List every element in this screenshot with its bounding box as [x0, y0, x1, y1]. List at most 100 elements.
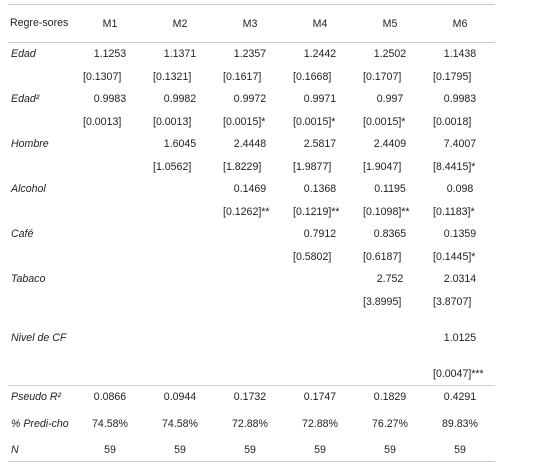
se-cell — [75, 201, 145, 223]
se-cell: [0.1098]** — [363, 205, 410, 218]
stat-cell: 0.0944 — [145, 385, 215, 409]
se-cell — [75, 156, 145, 178]
se-cell — [145, 364, 215, 386]
coef-cell — [75, 133, 145, 156]
coef-cell: 0.9971 — [303, 93, 337, 105]
coef-row-alcohol: Alcohol 0.1469 0.1368 0.1195 0.098 — [8, 178, 495, 201]
row-label: Edad — [11, 48, 36, 61]
coef-cell: 0.098 — [446, 183, 474, 195]
coef-cell: 1.1253 — [93, 48, 127, 61]
coef-cell: 1.1371 — [163, 48, 197, 61]
coef-row-nivel-cf: Nivel de CF 1.0125 — [8, 313, 495, 364]
coef-cell: 0.1368 — [303, 183, 337, 195]
se-row-edad2: [0.0013] [0.0013] [0.0015]* [0.0015]* [0… — [8, 111, 495, 133]
se-row-alcohol: [0.1262]** [0.1219]** [0.1098]** [0.1183… — [8, 201, 495, 223]
se-cell — [355, 364, 425, 386]
stat-cell: 89.83% — [442, 417, 478, 430]
coef-row-hombre: Hombre 1.6045 2.4448 2.5817 2.4409 7.400… — [8, 133, 495, 156]
coef-cell: 0.1195 — [374, 183, 406, 195]
se-cell — [215, 246, 285, 268]
se-cell: [1.9877] — [293, 160, 332, 173]
coef-cell: 2.752 — [376, 273, 404, 285]
coef-cell: 0.9982 — [163, 93, 197, 105]
se-cell — [285, 291, 355, 313]
se-cell — [215, 291, 285, 313]
coef-cell — [145, 178, 215, 201]
row-label: Nivel de CF — [11, 332, 67, 344]
stat-cell: 72.88% — [232, 417, 268, 430]
coef-cell — [75, 223, 145, 246]
se-cell: [8.4415]* — [433, 160, 476, 173]
coef-cell: 1.2502 — [373, 48, 407, 61]
se-cell — [145, 291, 215, 313]
se-cell: [3.8707] — [433, 295, 472, 308]
coef-cell — [145, 223, 215, 246]
stat-cell: 59 — [425, 438, 495, 462]
header-m4: M4 — [312, 17, 328, 30]
coef-cell — [215, 313, 285, 364]
stat-cell: 0.1732 — [215, 385, 285, 409]
se-cell: [0.0018] — [433, 115, 472, 128]
header-m2: M2 — [172, 17, 188, 30]
coef-cell — [215, 223, 285, 246]
coef-cell: 1.2357 — [233, 48, 267, 61]
coef-cell — [285, 268, 355, 291]
coef-cell: 1.6045 — [163, 138, 197, 150]
stat-row-pct-predicho: % Predi-cho 74.58% 74.58% 72.88% 72.88% … — [8, 409, 495, 439]
coef-cell — [215, 268, 285, 291]
row-label: Tabaco — [11, 273, 46, 285]
coef-cell — [75, 178, 145, 201]
se-cell — [75, 291, 145, 313]
se-cell: [0.5802] — [293, 250, 332, 263]
se-cell: [0.1219]** — [293, 205, 340, 218]
se-cell: [0.0013] — [153, 115, 192, 128]
coef-cell: 1.1438 — [443, 48, 477, 61]
coef-cell: 2.4448 — [233, 138, 267, 150]
se-cell — [145, 246, 215, 268]
coef-cell — [145, 313, 215, 364]
se-cell: [0.6187] — [363, 250, 402, 263]
se-cell: [0.1307] — [83, 70, 122, 83]
coef-cell: 2.4409 — [373, 138, 407, 150]
row-label: Hombre — [11, 138, 49, 150]
se-cell: [0.0015]* — [293, 115, 336, 128]
stat-cell: 59 — [75, 438, 145, 462]
stat-cell: 74.58% — [92, 417, 128, 430]
stat-cell: 76.27% — [372, 417, 408, 430]
coef-cell: 0.9983 — [93, 93, 127, 105]
stat-row-pseudo-r2: Pseudo R² 0.0866 0.0944 0.1732 0.1747 0.… — [8, 385, 495, 409]
se-row-tabaco: [3.8995] [3.8707] — [8, 291, 495, 313]
coef-cell: 0.8365 — [373, 228, 407, 240]
coef-cell — [75, 268, 145, 291]
header-m5: M5 — [382, 17, 398, 30]
coef-cell — [285, 313, 355, 364]
coef-cell: 2.5817 — [303, 138, 337, 150]
coef-cell — [75, 313, 145, 364]
row-label: N — [8, 438, 75, 462]
se-cell: [0.1183]* — [433, 205, 475, 218]
stat-cell: 59 — [355, 438, 425, 462]
se-cell: [0.0015]* — [223, 115, 266, 128]
page: Regre-sores M1 M2 M3 M4 M5 M6 Edad 1.125… — [8, 4, 495, 462]
stat-cell: 0.0866 — [75, 385, 145, 409]
se-cell: [0.1445]* — [433, 250, 476, 263]
header-regresores: Regre-sores — [10, 17, 69, 29]
se-cell: [0.0015]* — [363, 115, 406, 128]
stat-cell: 74.58% — [162, 417, 198, 430]
coef-row-tabaco: Tabaco 2.752 2.0314 — [8, 268, 495, 291]
se-cell: [0.1707] — [363, 70, 402, 83]
se-cell: [1.0562] — [153, 160, 192, 173]
coef-cell: 7.4007 — [443, 138, 477, 150]
se-cell: [0.1795] — [433, 70, 472, 83]
stat-cell: 0.4291 — [425, 385, 495, 409]
se-cell: [0.1321] — [153, 70, 192, 83]
se-cell — [145, 201, 215, 223]
coef-row-edad: Edad 1.1253 1.1371 1.2357 1.2442 1.2502 … — [8, 43, 495, 66]
se-cell — [285, 364, 355, 386]
se-row-edad: [0.1307] [0.1321] [0.1617] [0.1668] [0.1… — [8, 66, 495, 88]
coef-cell: 0.997 — [376, 93, 404, 105]
regression-table: Regre-sores M1 M2 M3 M4 M5 M6 Edad 1.125… — [8, 4, 495, 462]
row-label: Café — [11, 228, 34, 240]
se-row-nivel-cf: [0.0047]*** — [8, 364, 495, 386]
coef-cell: 0.1359 — [443, 228, 477, 240]
